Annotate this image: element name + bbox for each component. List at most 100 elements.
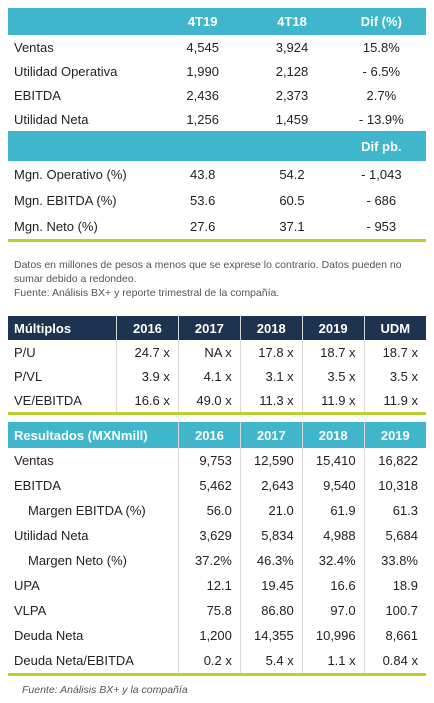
header-row: Resultados (MXNmill) 2016 2017 2018 2019 [8, 422, 426, 448]
row-label: EBITDA [14, 87, 61, 103]
row-label: Resultados (MXNmill) [14, 427, 148, 443]
cell: 11.3 x [239, 388, 303, 414]
cell: - 1,043 [361, 166, 402, 182]
cell: 10,996 [301, 623, 365, 648]
cell: 9,753 [178, 448, 241, 473]
header-cell: Dif pb. [361, 138, 402, 154]
cell: 49.0 x [177, 388, 241, 414]
data-row: Utilidad Neta 1,256 1,459 - 13.9% [8, 107, 426, 131]
cell: 33.8% [363, 548, 426, 573]
data-row: Utilidad Neta 3,629 5,834 4,988 5,684 [8, 523, 426, 548]
data-row: Ventas 9,753 12,590 15,410 16,822 [8, 448, 426, 473]
cell: 4,988 [301, 523, 365, 548]
row-label: Deuda Neta/EBITDA [14, 653, 134, 668]
data-row: Margen EBITDA (%) 56.0 21.0 61.9 61.3 [8, 498, 426, 523]
cell: 3.1 x [239, 364, 303, 388]
cell: 61.3 [363, 498, 426, 523]
summary-table: 4T19 4T18 Dif (%) Ventas 4,545 3,924 15.8% Util… [8, 8, 426, 242]
cell: 3,924 [275, 39, 309, 55]
header-cell: 2017 [239, 422, 303, 448]
header-cell: 2019 [301, 316, 365, 340]
cell: 2,643 [239, 473, 303, 498]
cell: 0.84 x [363, 648, 426, 675]
row-label: Múltiplos [14, 320, 72, 336]
header-row: 4T19 4T18 Dif (%) [8, 8, 426, 35]
cell: 97.0 [301, 598, 365, 623]
cell: 15.8% [362, 39, 400, 55]
cell: - 686 [366, 192, 397, 208]
header-row: Múltiplos 2016 2017 2018 2019 UDM [8, 316, 426, 340]
multiples-block: Múltiplos 2016 2017 2018 2019 UDM P/U 24.7 x NA … [8, 316, 426, 415]
header-cell: 2019 [363, 422, 426, 448]
cell: 5,684 [363, 523, 426, 548]
cell: 21.0 [239, 498, 303, 523]
row-label: UPA [14, 578, 40, 593]
data-row: EBITDA 5,462 2,643 9,540 10,318 [8, 473, 426, 498]
header-cell: 2017 [177, 316, 241, 340]
cell: 18.7 x [363, 340, 426, 364]
cell: 18.7 x [301, 340, 365, 364]
multiples-table: Múltiplos 2016 2017 2018 2019 UDM P/U 24.7 x NA … [8, 316, 426, 415]
cell: 46.3% [239, 548, 303, 573]
header-cell [8, 8, 158, 35]
cell: 2,373 [275, 87, 309, 103]
cell: 3.9 x [116, 364, 179, 388]
cell: 1,200 [178, 623, 241, 648]
cell: - 953 [366, 218, 397, 234]
cell: 11.9 x [363, 388, 426, 414]
cell: 1,256 [186, 111, 219, 127]
data-row: UPA 12.1 19.45 16.6 18.9 [8, 573, 426, 598]
cell: 75.8 [178, 598, 241, 623]
cell: 54.2 [279, 166, 305, 182]
row-label: P/U [14, 344, 36, 360]
cell: 2,436 [186, 87, 219, 103]
cell: 3,629 [178, 523, 241, 548]
cell: 17.8 x [239, 340, 303, 364]
data-row: P/VL 3.9 x 4.1 x 3.1 x 3.5 x 3.5 x [8, 364, 426, 388]
row-label: Ventas [14, 39, 54, 55]
header-cell: 4T19 [187, 14, 218, 29]
cell: NA x [177, 340, 241, 364]
data-row: VE/EBITDA 16.6 x 49.0 x 11.3 x 11.9 x 11.9 x [8, 388, 426, 414]
cell: 3.5 x [363, 364, 426, 388]
row-label: Utilidad Neta [14, 528, 89, 543]
cell: 16.6 x [116, 388, 179, 414]
cell: 37.1 [279, 218, 305, 234]
cell: 14,355 [239, 623, 303, 648]
cell: 4.1 x [177, 364, 241, 388]
header-cell: UDM [363, 316, 426, 340]
row-label: Margen Neto (%) [28, 553, 127, 568]
cell: - 6.5% [362, 63, 401, 79]
data-row: Margen Neto (%) 37.2% 46.3% 32.4% 33.8% [8, 548, 426, 573]
footer: Fuente: Análisis BX+ y la compañía [22, 684, 188, 696]
data-row: Deuda Neta 1,200 14,355 10,996 8,661 [8, 623, 426, 648]
cell: 1,990 [186, 63, 219, 79]
row-label: Ventas [14, 453, 54, 468]
row-label: P/VL [14, 368, 43, 384]
cell: 61.9 [301, 498, 365, 523]
cell: - 13.9% [358, 111, 404, 127]
cell: 43.8 [190, 166, 216, 182]
row-label: EBITDA [14, 478, 61, 493]
header-cell [247, 131, 336, 161]
cell: 37.2% [178, 548, 241, 573]
cell: 12.1 [178, 573, 241, 598]
header-cell [158, 131, 247, 161]
data-row: Deuda Neta/EBITDA 0.2 x 5.4 x 1.1 x 0.84 x [8, 648, 426, 675]
cell: 4,545 [186, 39, 219, 55]
cell: 27.6 [190, 218, 216, 234]
header-cell [8, 131, 158, 161]
data-row: Mgn. Operativo (%) 43.8 54.2 - 1,043 [8, 161, 426, 187]
header-cell: 2018 [239, 316, 303, 340]
data-row: Ventas 4,545 3,924 15.8% [8, 35, 426, 59]
cell: 60.5 [279, 192, 305, 208]
cell: 5.4 x [239, 648, 303, 675]
cell: 0.2 x [178, 648, 241, 675]
cell: 24.7 x [116, 340, 179, 364]
cell: 56.0 [178, 498, 241, 523]
results-block: Resultados (MXNmill) 2016 2017 2018 2019 Vent… [8, 422, 426, 676]
cell: 100.7 [363, 598, 426, 623]
cell: 2,128 [275, 63, 309, 79]
summary-block: 4T19 4T18 Dif (%) Ventas 4,545 3,924 15.8% Util… [8, 8, 426, 242]
cell: 1,459 [275, 111, 309, 127]
